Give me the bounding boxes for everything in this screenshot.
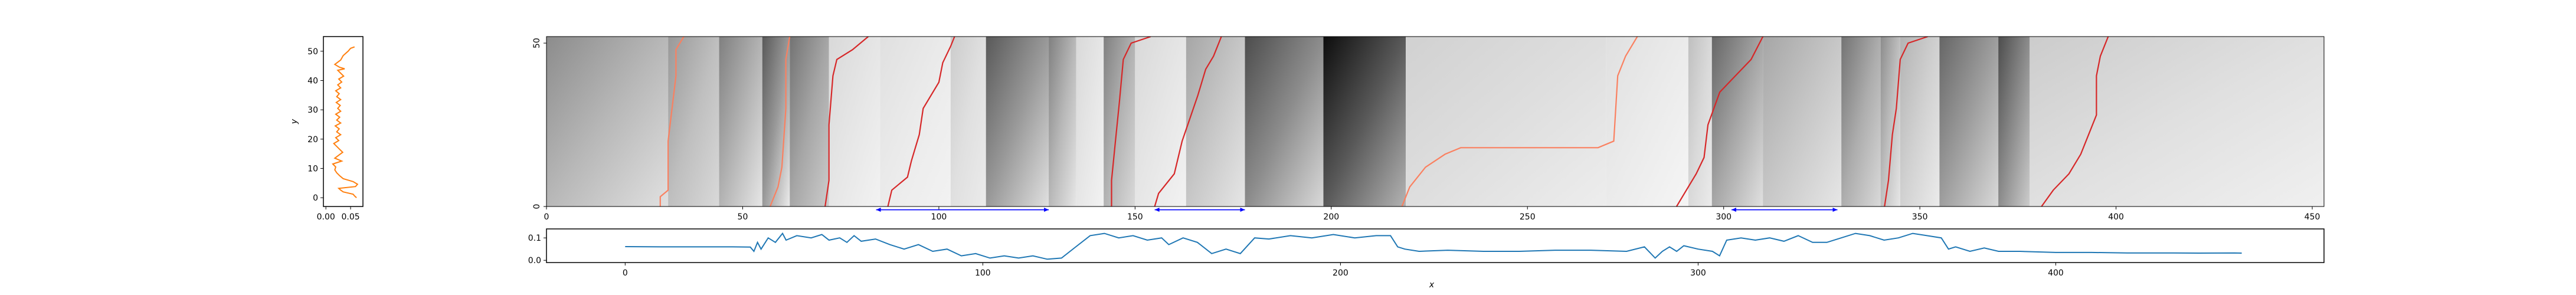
- left-ticks: 0 10 20 30 40 50 0.00 0.05: [307, 47, 359, 222]
- main-xtick-label-0: 0: [544, 212, 549, 222]
- left-ylabel: y: [290, 119, 299, 124]
- heatmap-segment-17: [1606, 37, 1688, 206]
- heatmap-segment-12: [1135, 37, 1186, 206]
- bottom-xtick-label-3: 300: [1690, 268, 1706, 278]
- heatmap-segment-26: [2030, 37, 2324, 206]
- heatmap-segment-25: [1998, 37, 2030, 206]
- warping-path-6: [1401, 37, 1638, 206]
- main-heatmap-plot: 0 50 100 150 200 250 300 350 400 450 0 50: [532, 36, 2325, 222]
- bottom-series-line-0: [625, 232, 2242, 260]
- main-ytick-label-1: 50: [532, 38, 542, 48]
- warping-path-0: [659, 37, 685, 206]
- left-xtick-label-1: 0.05: [341, 212, 359, 222]
- bottom-series-plot: 0 100 200 300 400 0.0 0.1 x: [528, 228, 2325, 290]
- main-xtick-label-1: 50: [738, 212, 748, 222]
- heatmap-segment-20: [1763, 37, 1842, 206]
- left-series-layer: [332, 46, 359, 198]
- heatmap-layer: [546, 37, 2324, 206]
- heatmap-segment-10: [1076, 37, 1104, 206]
- left-ytick-label-4: 40: [307, 76, 318, 86]
- bottom-series-layer: [625, 232, 2242, 260]
- bottom-plot-frame: [546, 228, 2325, 263]
- arrow-head-right-2: [1832, 208, 1838, 212]
- main-xtick-label-2: 100: [931, 212, 947, 222]
- heatmap-segment-21: [1841, 37, 1881, 206]
- main-xtick-label-4: 200: [1323, 212, 1339, 222]
- main-xtick-label-8: 400: [2108, 212, 2124, 222]
- bottom-xtick-label-4: 400: [2048, 268, 2064, 278]
- left-series-line-0: [332, 46, 359, 198]
- bottom-ytick-label-1: 0.1: [528, 234, 541, 243]
- heatmap-segment-18: [1688, 37, 1712, 206]
- bottom-xlabel: x: [1429, 280, 1435, 290]
- heatmap-segment-0: [546, 37, 669, 206]
- warping-paths-layer: [659, 37, 2109, 206]
- heatmap-segment-8: [986, 37, 1049, 206]
- warping-path-8: [1884, 37, 1928, 206]
- bottom-ticks: 0 100 200 300 400 0.0 0.1: [528, 234, 2064, 278]
- annotation-arrows: [876, 208, 1838, 212]
- left-marginal-plot: 0 10 20 30 40 50 0.00 0.05 y: [290, 36, 364, 222]
- left-plot-frame: [323, 36, 364, 207]
- main-xtick-label-5: 250: [1520, 212, 1536, 222]
- warping-path-4: [1111, 37, 1151, 206]
- heatmap-segment-22: [1880, 37, 1900, 206]
- left-ytick-label-0: 0: [313, 194, 318, 203]
- bottom-xtick-label-1: 100: [975, 268, 991, 278]
- heatmap-segment-6: [880, 37, 951, 206]
- arrow-head-left-2: [1731, 208, 1736, 212]
- heatmap-segment-14: [1245, 37, 1324, 206]
- heatmap-segment-1: [668, 37, 719, 206]
- main-ticks: 0 50 100 150 200 250 300 350 400 450 0 50: [532, 38, 2320, 222]
- heatmap-segment-7: [950, 37, 986, 206]
- warping-path-3: [887, 37, 955, 206]
- arrow-head-right-0: [1044, 208, 1049, 212]
- heatmap-segment-13: [1186, 37, 1245, 206]
- left-ytick-label-2: 20: [307, 135, 318, 145]
- warping-path-2: [824, 37, 869, 206]
- left-xtick-label-0: 0.00: [317, 212, 335, 222]
- bottom-xtick-label-2: 200: [1333, 268, 1348, 278]
- main-xtick-label-6: 300: [1716, 212, 1731, 222]
- main-ytick-label-0: 0: [532, 204, 542, 209]
- left-ytick-label-5: 50: [307, 47, 318, 57]
- left-ytick-label-3: 30: [307, 106, 318, 115]
- arrow-head-left-1: [1154, 208, 1160, 212]
- heatmap-segment-11: [1104, 37, 1135, 206]
- heatmap-segment-15: [1323, 37, 1406, 206]
- heatmap-segment-19: [1711, 37, 1763, 206]
- heatmap-segment-2: [719, 37, 762, 206]
- arrow-head-left-0: [876, 208, 881, 212]
- heatmap-segment-16: [1406, 37, 1606, 206]
- heatmap-segment-23: [1900, 37, 1940, 206]
- bottom-xtick-label-0: 0: [623, 268, 628, 278]
- arrow-head-right-1: [1240, 208, 1245, 212]
- warping-path-5: [1154, 37, 1222, 206]
- warping-path-9: [2041, 37, 2109, 206]
- left-ytick-label-1: 10: [307, 164, 318, 173]
- main-xtick-label-9: 450: [2305, 212, 2320, 222]
- main-plot-frame: [546, 36, 2325, 207]
- main-xtick-label-7: 350: [1912, 212, 1928, 222]
- heatmap-segment-24: [1939, 37, 1999, 206]
- main-xtick-label-3: 150: [1127, 212, 1143, 222]
- heatmap-segment-4: [790, 37, 829, 206]
- bottom-ytick-label-0: 0.0: [528, 256, 541, 266]
- warping-path-7: [1675, 37, 1764, 206]
- heatmap-segment-5: [829, 37, 881, 206]
- heatmap-segment-9: [1049, 37, 1076, 206]
- warping-path-1: [769, 37, 791, 206]
